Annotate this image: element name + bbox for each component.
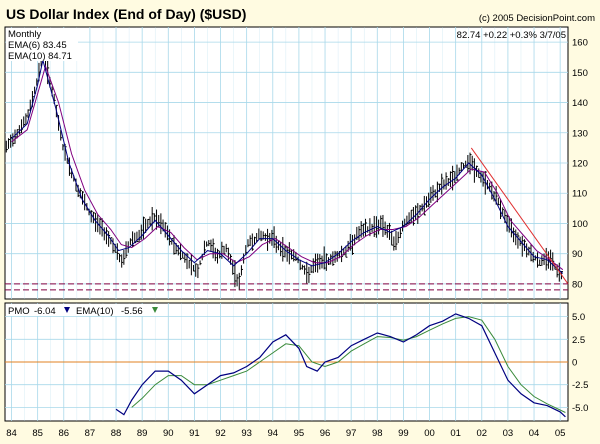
legend-pmo-value: -6.04 xyxy=(34,306,56,317)
x-tick-label: 05 xyxy=(555,428,566,439)
ema10-line xyxy=(11,64,564,271)
quote-text: 82.74 +0.22 +0.3% 3/7/05 xyxy=(457,30,566,41)
pmo-y-tick-label: -2.5 xyxy=(572,380,588,391)
pmo-y-tick-label: 2.5 xyxy=(572,335,585,346)
x-tick-label: 02 xyxy=(476,428,487,439)
x-tick-label: 87 xyxy=(85,428,96,439)
x-tick-label: 97 xyxy=(346,428,357,439)
legend-ema10: EMA(10) 84.71 xyxy=(8,51,72,62)
legend-box xyxy=(6,28,78,61)
x-tick-label: 04 xyxy=(529,428,540,439)
x-tick-label: 01 xyxy=(450,428,461,439)
x-tick-label: 86 xyxy=(58,428,69,439)
x-tick-label: 96 xyxy=(320,428,331,439)
pmo-y-tick-label: -5.0 xyxy=(572,403,588,414)
x-tick-label: 84 xyxy=(6,428,17,439)
ema6-line xyxy=(11,60,564,274)
y-tick-label: 110 xyxy=(572,189,587,200)
x-tick-label: 00 xyxy=(424,428,435,439)
x-tick-label: 88 xyxy=(111,428,122,439)
trendline xyxy=(470,147,569,285)
pmo-down-arrow-icon xyxy=(64,307,70,313)
x-tick-label: 98 xyxy=(372,428,383,439)
pmo-y-tick-label: 0 xyxy=(572,358,577,369)
x-tick-label: 95 xyxy=(294,428,305,439)
panel-subtitle: Monthly xyxy=(8,29,42,40)
x-tick-label: 91 xyxy=(189,428,200,439)
x-tick-label: 99 xyxy=(398,428,409,439)
chart-title: US Dollar Index (End of Day) ($USD) xyxy=(6,6,246,22)
x-tick-label: 85 xyxy=(32,428,43,439)
pmo-line xyxy=(115,313,566,418)
pmo-legend-box xyxy=(6,304,166,316)
price-bars xyxy=(5,49,563,291)
copyright-text: (c) 2005 DecisionPoint.com xyxy=(479,13,595,24)
x-tick-label: 94 xyxy=(267,428,278,439)
y-tick-label: 140 xyxy=(572,98,588,109)
y-tick-label: 100 xyxy=(572,219,588,230)
y-tick-label: 120 xyxy=(572,159,588,170)
x-tick-label: 93 xyxy=(241,428,252,439)
legend-pmo-label: PMO xyxy=(8,306,30,317)
y-tick-label: 130 xyxy=(572,128,588,139)
legend-ema6: EMA(6) 83.45 xyxy=(8,40,67,51)
pmo-ema-line xyxy=(131,316,566,413)
x-tick-label: 03 xyxy=(503,428,514,439)
pmo-y-tick-label: 5.0 xyxy=(572,312,585,323)
legend-pmo-ema-value: -5.56 xyxy=(121,306,143,317)
x-tick-label: 89 xyxy=(137,428,148,439)
pmo-ema-down-arrow-icon xyxy=(152,307,158,313)
legend-pmo-ema-label: EMA(10) xyxy=(76,306,113,317)
y-tick-label: 160 xyxy=(572,38,588,49)
x-tick-label: 92 xyxy=(215,428,226,439)
y-tick-label: 90 xyxy=(572,249,583,260)
x-tick-label: 90 xyxy=(163,428,174,439)
y-tick-label: 150 xyxy=(572,68,588,79)
y-tick-label: 80 xyxy=(572,279,583,290)
